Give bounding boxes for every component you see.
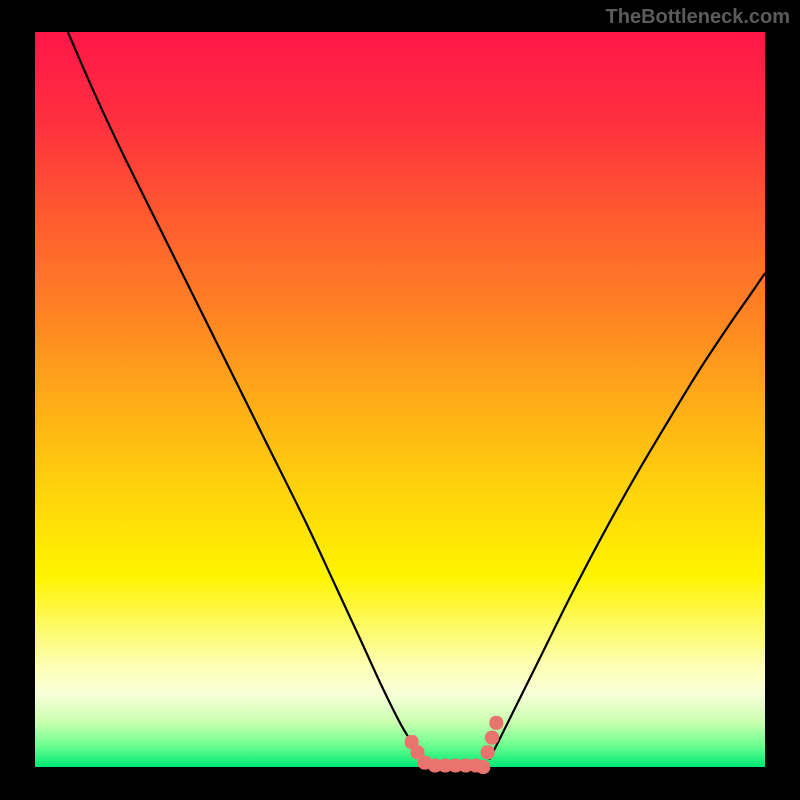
plot-background (35, 32, 765, 767)
marker-point (485, 731, 499, 745)
marker-point (476, 760, 490, 774)
watermark-text: TheBottleneck.com (606, 6, 790, 29)
marker-point (481, 745, 495, 759)
marker-point (489, 716, 503, 730)
bottleneck-chart (0, 0, 800, 800)
